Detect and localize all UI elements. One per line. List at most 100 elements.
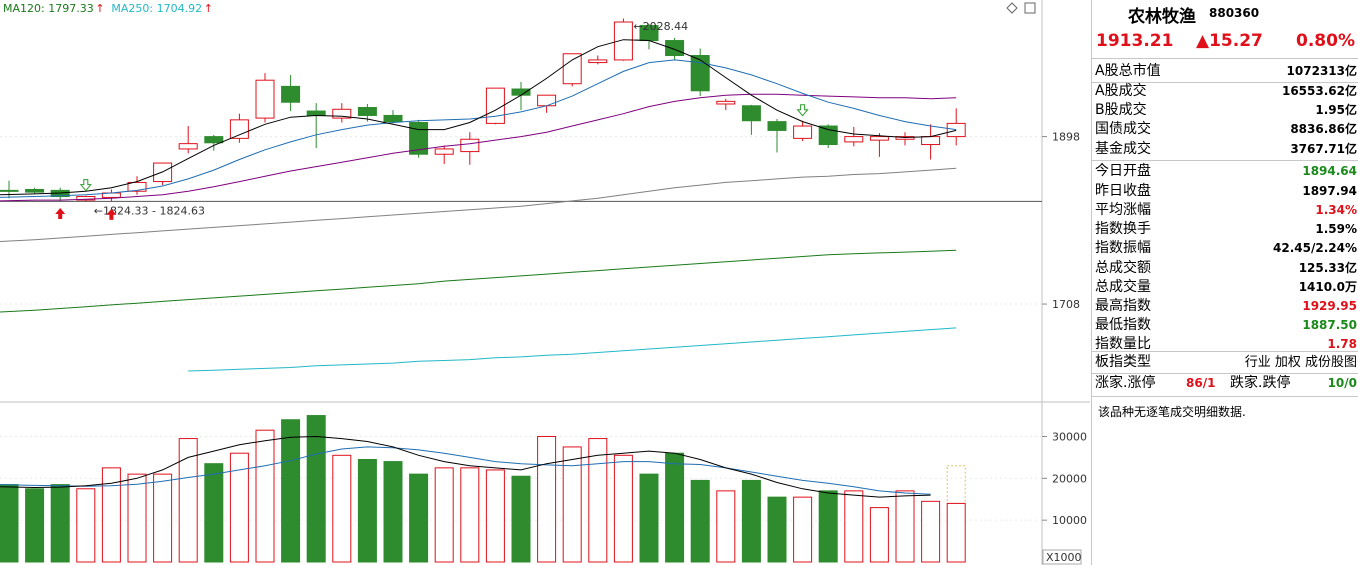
stat-row: 总成交额 125.33亿 bbox=[1092, 259, 1358, 278]
volume-bar bbox=[178, 438, 198, 563]
volume-bar bbox=[332, 454, 352, 563]
candle-body bbox=[562, 53, 582, 85]
buy-signal-arrow bbox=[106, 208, 117, 220]
volume-bar bbox=[25, 488, 45, 563]
volume-bar bbox=[281, 419, 301, 563]
index-price: 1913.21 bbox=[1096, 31, 1174, 51]
ma-legend-label: MA120: 1797.33 bbox=[3, 2, 94, 15]
stat-row: 最高指数 1929.95 bbox=[1092, 297, 1358, 316]
stat-row: B股成交 1.95亿 bbox=[1092, 101, 1358, 120]
candle-body bbox=[485, 87, 505, 124]
candle-body bbox=[409, 122, 429, 155]
stat-label: 总成交额 bbox=[1095, 260, 1151, 276]
stat-row: A股总市值 1072313亿 bbox=[1092, 62, 1358, 81]
candle-body bbox=[767, 121, 787, 131]
stat-value: 16553.62亿 bbox=[1281, 84, 1357, 98]
stat-label: 最高指数 bbox=[1095, 298, 1151, 314]
candle-body bbox=[332, 108, 352, 119]
stat-label: A股成交 bbox=[1095, 83, 1147, 99]
stat-value: 1.34% bbox=[1315, 203, 1357, 217]
tick-data-note: 该品种无逐笔成交明细数据. bbox=[1098, 405, 1246, 419]
up-value: 86/1 bbox=[1186, 376, 1216, 390]
candle-body bbox=[511, 88, 531, 96]
ma5-line bbox=[0, 39, 957, 196]
stat-row: A股成交 16553.62亿 bbox=[1092, 82, 1358, 101]
high-annotation: ←2028.44 bbox=[633, 20, 688, 33]
stat-row: 平均涨幅 1.34% bbox=[1092, 201, 1358, 220]
stat-row: 国债成交 8836.86亿 bbox=[1092, 120, 1358, 139]
volume-bar bbox=[562, 446, 582, 563]
volume-bar bbox=[895, 490, 915, 563]
volume-tick-label: 20000 bbox=[1052, 472, 1087, 485]
candle-body bbox=[665, 40, 685, 57]
stat-value: 1887.50 bbox=[1302, 318, 1357, 332]
ma-up-arrow: ↑ bbox=[95, 2, 104, 15]
volume-bar bbox=[690, 479, 710, 563]
volume-bar bbox=[101, 467, 121, 563]
board-type-label: 板指类型 bbox=[1095, 354, 1151, 370]
volume-bar bbox=[793, 496, 813, 563]
kline-chart[interactable]: 1898 1708 30000 20000 10000 X1000 ←2028.44 ←182… bbox=[0, 0, 1090, 565]
candle-body bbox=[76, 196, 96, 201]
down-label: 跌家.跌停 bbox=[1230, 375, 1291, 391]
board-type-row: 板指类型 行业 加权 成份股图 bbox=[1092, 353, 1358, 372]
volume-bar bbox=[511, 475, 531, 563]
volume-bar bbox=[153, 473, 173, 563]
candle-body bbox=[716, 100, 736, 105]
candle-body bbox=[383, 114, 403, 123]
candle-body bbox=[357, 107, 377, 116]
volume-bar bbox=[409, 473, 429, 563]
stat-label: 今日开盘 bbox=[1095, 163, 1151, 179]
stat-label: 昨日收盘 bbox=[1095, 183, 1151, 199]
sell-signal-arrow bbox=[79, 179, 92, 192]
stat-label: 基金成交 bbox=[1095, 141, 1151, 157]
stat-value: 1894.64 bbox=[1302, 164, 1357, 178]
sell-signal-arrow bbox=[796, 104, 809, 117]
stat-value: 125.33亿 bbox=[1298, 261, 1357, 275]
candle-body bbox=[127, 181, 147, 192]
stat-row: 基金成交 3767.71亿 bbox=[1092, 140, 1358, 159]
volume-unit-box bbox=[1042, 549, 1082, 565]
candle-body bbox=[306, 110, 326, 116]
candle-body bbox=[204, 136, 224, 144]
candle-body bbox=[690, 55, 710, 92]
ma250-line bbox=[188, 327, 957, 372]
up-label: 涨家.涨停 bbox=[1095, 375, 1156, 391]
stat-label: 指数换手 bbox=[1095, 221, 1151, 237]
stat-value: 1.78 bbox=[1327, 337, 1357, 351]
volume-bar bbox=[613, 454, 633, 563]
candle-body bbox=[946, 122, 966, 138]
stat-row: 最低指数 1887.50 bbox=[1092, 316, 1358, 335]
volume-tick-label: 10000 bbox=[1052, 514, 1087, 527]
volume-bar bbox=[76, 488, 96, 563]
candle-body bbox=[178, 143, 198, 150]
volume-bar bbox=[306, 415, 326, 563]
volume-bar bbox=[818, 490, 838, 563]
stat-label: B股成交 bbox=[1095, 102, 1147, 118]
ma10-line bbox=[0, 59, 957, 198]
volume-bar bbox=[639, 473, 659, 563]
volume-bar bbox=[485, 469, 505, 563]
board-type-tags[interactable]: 行业 加权 成份股图 bbox=[1244, 355, 1357, 370]
maximize-icon bbox=[1024, 2, 1036, 14]
stat-row: 总成交量 1410.0万 bbox=[1092, 278, 1358, 297]
volume-bar bbox=[537, 435, 557, 563]
index-name: 农林牧渔 bbox=[1128, 7, 1196, 27]
volume-bar bbox=[767, 496, 787, 563]
volume-ma10-line bbox=[0, 446, 931, 495]
updown-row: 涨家.涨停 86/1 跌家.跌停 10/0 bbox=[1092, 374, 1358, 393]
volume-bar bbox=[229, 452, 249, 563]
stat-value: 1929.95 bbox=[1302, 299, 1357, 313]
down-value: 10/0 bbox=[1327, 376, 1357, 390]
candle-body bbox=[613, 21, 633, 61]
volume-tick-label: 30000 bbox=[1052, 430, 1087, 443]
quote-panel: 农林牧渔 880360 1913.21 ▲15.27 0.80% A股总市值 10… bbox=[1091, 0, 1358, 565]
candle-body bbox=[229, 119, 249, 139]
volume-bar bbox=[0, 484, 19, 563]
low-annotation: ←1824.33 - 1824.63 bbox=[94, 204, 205, 217]
stat-value: 3767.71亿 bbox=[1290, 142, 1357, 156]
diamond-icon bbox=[1006, 2, 1018, 14]
stat-row: 指数振幅 42.45/2.24% bbox=[1092, 239, 1358, 258]
price-tick-label: 1898 bbox=[1052, 131, 1080, 144]
index-change-pct: 0.80% bbox=[1296, 31, 1355, 51]
